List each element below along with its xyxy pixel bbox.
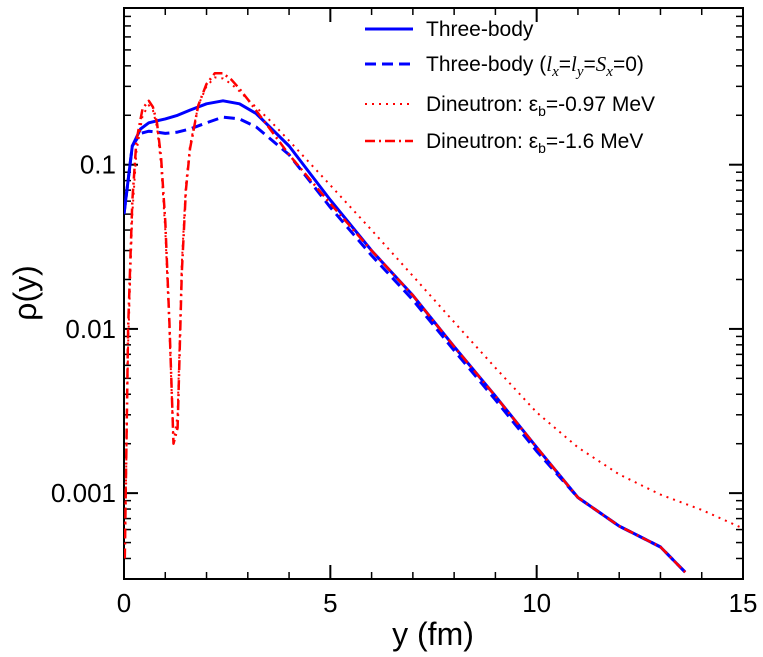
series-line-tb0 [124,115,687,574]
x-tick-label: 5 [323,588,337,618]
series-line-d1 [124,76,743,559]
y-tick-label: 0.1 [80,150,116,180]
y-tick-label: 0.01 [65,314,116,344]
series-line-tb [124,99,687,574]
x-tick-label: 10 [522,588,551,618]
x-tick-label: 15 [729,588,758,618]
y-axis-label: ρ(y) [7,265,43,321]
plot-frame [123,7,744,580]
legend-label-three-body-l0: Three-body (lx=ly=Sx=0) [426,52,644,80]
legend-label-three-body: Three-body [426,18,534,41]
x-tick-label: 0 [117,588,131,618]
series-lines [124,72,743,574]
axis-ticks [123,7,744,580]
tick-labels: 0 5 10 15 0.1 0.01 0.001 [51,150,758,618]
x-axis-label: y (fm) [392,616,474,652]
series-line-d2 [124,72,687,574]
legend: Three-body Three-body (lx=ly=Sx=0) Dineu… [365,18,655,156]
y-tick-label: 0.001 [51,478,116,508]
legend-label-dineutron-097: Dineutron: εb=-0.97 MeV [426,93,655,119]
legend-label-dineutron-16: Dineutron: εb=-1.6 MeV [426,130,643,156]
